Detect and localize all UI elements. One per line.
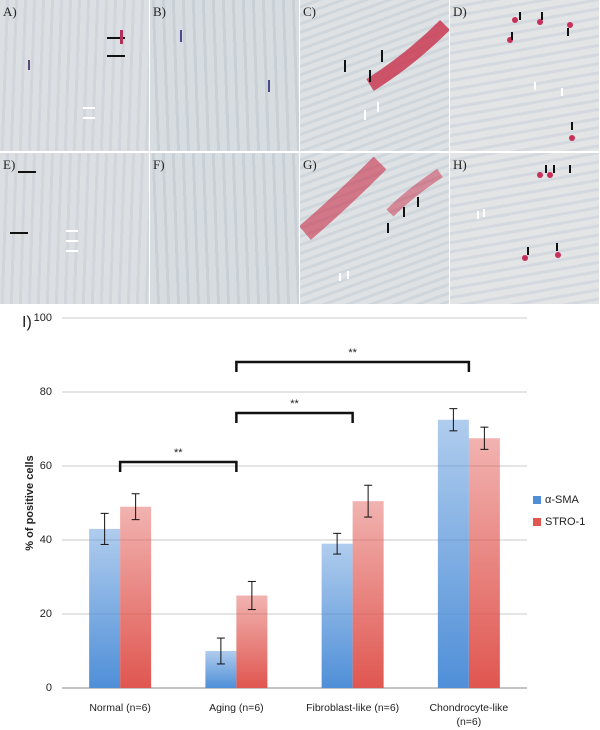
chart: I) % of positive cells 0 20 40 60 80 100 ** ** *… [22, 312, 585, 694]
micrograph: B) [150, 0, 299, 151]
micrograph: C) [300, 0, 449, 151]
panel-label: D) [453, 4, 467, 19]
panel-label: F) [153, 157, 165, 172]
legend-label: α-SMA [545, 494, 580, 506]
x-tick-label: Fibroblast-like (n=6) [306, 702, 400, 714]
micrograph: G) [300, 153, 449, 304]
y-tick-label: 40 [40, 534, 52, 546]
bar [120, 506, 152, 688]
panel-label: E) [3, 157, 16, 172]
significance-label: ** [290, 398, 299, 410]
y-axis-title: % of positive cells [24, 455, 36, 550]
y-tick-label: 80 [40, 386, 52, 398]
panel-label: C) [303, 4, 316, 19]
error-bar [131, 493, 140, 521]
x-tick-label: Aging (n=6) [209, 702, 264, 714]
significance-label: ** [174, 447, 183, 459]
significance-bracket [235, 411, 354, 423]
significance-bracket [118, 460, 238, 472]
y-tick-label: 100 [34, 312, 52, 324]
error-bar [100, 512, 109, 545]
error-bar [247, 580, 256, 611]
error-bar [449, 408, 458, 432]
bar [437, 419, 469, 688]
legend-swatch [533, 496, 541, 504]
error-bar [216, 637, 225, 665]
bar [236, 595, 268, 688]
significance-label: ** [348, 347, 357, 359]
panel-label: H) [453, 157, 467, 172]
legend-label: STRO-1 [545, 516, 585, 528]
bar [321, 543, 353, 688]
x-tick-label: Chondrocyte-like (n=6) [429, 702, 509, 728]
panel-label: B) [153, 4, 166, 19]
panel-label: A) [3, 4, 17, 19]
error-bar [333, 532, 342, 555]
bar [352, 501, 384, 688]
micrograph: E) [0, 153, 149, 304]
error-bar [364, 484, 373, 518]
legend-swatch [533, 518, 541, 526]
micrograph: H) [450, 153, 599, 304]
micrograph: D) [450, 0, 599, 151]
error-bar [480, 426, 489, 450]
panel-label: G) [303, 157, 317, 172]
y-tick-label: 0 [46, 682, 52, 694]
y-tick-label: 20 [40, 608, 52, 620]
panel-label: I) [22, 314, 32, 331]
micrograph: F) [150, 153, 299, 304]
bar [468, 438, 500, 688]
micrograph: A) [0, 0, 149, 151]
x-tick-label: Normal (n=6) [89, 702, 151, 714]
y-tick-label: 60 [40, 460, 52, 472]
bar [89, 528, 121, 688]
significance-bracket [235, 360, 471, 372]
